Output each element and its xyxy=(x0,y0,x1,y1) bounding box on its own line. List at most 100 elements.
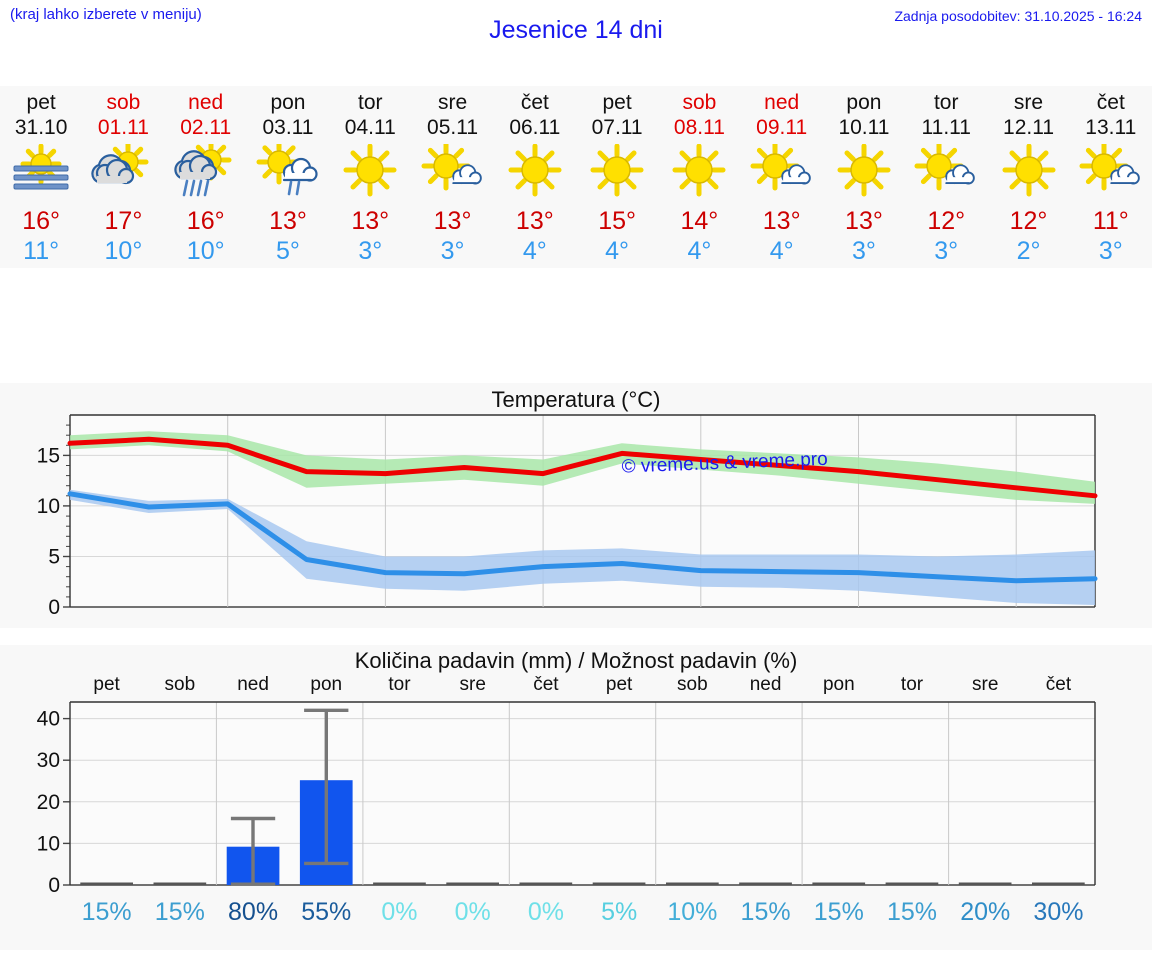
day-date: 10.11 xyxy=(838,116,890,139)
day-temp-max: 13° xyxy=(351,207,390,235)
day-name: pet xyxy=(26,91,56,114)
day-column[interactable]: pon 10.11 13° 3° xyxy=(823,86,905,268)
day-temp-min: 4° xyxy=(522,237,547,265)
precipitation-chart: 0 10 20 30 40 xyxy=(37,701,1096,897)
precip-probability-value: 0% xyxy=(527,898,564,926)
day-date: 13.11 xyxy=(1085,116,1137,139)
day-temp-max: 13° xyxy=(433,207,472,235)
precipitation-chart-title: Količina padavin (mm) / Možnost padavin … xyxy=(354,648,798,673)
day-column[interactable]: sre 12.11 12° 2° xyxy=(987,86,1069,268)
day-date: 11.11 xyxy=(921,116,971,139)
precip-day-label: čet xyxy=(1045,674,1072,695)
day-column[interactable]: čet 06.11 13° 4° xyxy=(494,86,576,268)
sun-icon xyxy=(666,144,732,200)
day-column[interactable]: sob 01.11 17° 10° xyxy=(82,86,164,268)
sun-icon xyxy=(996,144,1062,200)
day-temp-max: 13° xyxy=(269,207,307,235)
sun-smallcloud-icon xyxy=(749,144,815,200)
day-name: sre xyxy=(1013,91,1044,114)
day-date: 06.11 xyxy=(509,116,561,139)
day-temp-min: 4° xyxy=(769,237,794,265)
day-date: 12.11 xyxy=(1003,116,1055,139)
day-temp-min: 4° xyxy=(687,237,712,265)
precip-probability-value: 15% xyxy=(740,898,791,926)
day-temp-max: 16° xyxy=(22,207,61,235)
svg-text:20: 20 xyxy=(37,791,60,814)
day-temp-max: 16° xyxy=(186,207,225,235)
precip-day-label: pet xyxy=(93,674,120,695)
svg-text:0: 0 xyxy=(48,874,60,897)
day-temp-max: 13° xyxy=(762,207,801,235)
precip-day-label: tor xyxy=(388,674,411,695)
day-column[interactable]: sre 05.11 13° 3° xyxy=(411,86,493,268)
day-column[interactable]: pet 07.11 15° 4° xyxy=(576,86,658,268)
precip-day-label: sre xyxy=(972,674,999,695)
svg-text:0: 0 xyxy=(48,596,60,619)
day-name: pon xyxy=(270,91,306,114)
temperature-chart-panel: Temperatura (°C) 0 5 10 15 © vreme.us & vrem… xyxy=(0,383,1152,628)
day-name: ned xyxy=(764,91,800,114)
page-title: Jesenice 14 dni xyxy=(489,16,663,44)
precip-probability-value: 15% xyxy=(154,898,205,926)
daily-forecast-strip: pet 31.10 16° 11° sob 01.11 17° 10° ned 02.11 16… xyxy=(0,86,1152,268)
precip-probability-value: 0% xyxy=(381,898,418,926)
day-name: čet xyxy=(520,91,549,114)
svg-text:40: 40 xyxy=(37,708,60,731)
precip-day-label: ned xyxy=(237,674,269,695)
day-temp-min: 4° xyxy=(605,237,630,265)
sun-icon xyxy=(584,144,650,200)
precip-day-label: pon xyxy=(310,674,343,695)
sun-icon xyxy=(831,144,897,200)
precip-probability-value: 80% xyxy=(228,898,279,926)
day-column[interactable]: čet 13.11 11° 3° xyxy=(1070,86,1152,268)
day-column[interactable]: tor 04.11 13° 3° xyxy=(329,86,411,268)
day-name: pon xyxy=(846,91,882,114)
precip-day-label: sre xyxy=(459,674,486,695)
precipitation-day-labels: pet sob ned pon tor sre čet pet sob ned pon tor sre č… xyxy=(70,674,1095,696)
svg-text:30: 30 xyxy=(37,749,60,772)
day-temp-min: 3° xyxy=(440,237,465,265)
day-temp-max: 13° xyxy=(515,207,554,235)
day-temp-max: 14° xyxy=(680,207,719,235)
day-name: pet xyxy=(602,91,632,114)
day-name: tor xyxy=(933,91,959,114)
day-name: tor xyxy=(358,91,383,114)
day-column[interactable]: tor 11.11 12° 3° xyxy=(905,86,987,268)
sun-fog-icon xyxy=(8,144,74,200)
day-temp-max: 13° xyxy=(845,207,883,235)
day-name: čet xyxy=(1096,91,1125,114)
sun-cloud-rain-icon xyxy=(173,144,239,200)
day-date: 03.11 xyxy=(262,116,314,139)
precip-day-label: pet xyxy=(605,674,633,695)
day-column[interactable]: pon 03.11 13° 5° xyxy=(247,86,329,268)
last-updated-text: Zadnja posodobitev: 31.10.2025 - 16:24 xyxy=(894,8,1142,24)
svg-text:5: 5 xyxy=(48,546,60,569)
day-column[interactable]: ned 09.11 13° 4° xyxy=(741,86,823,268)
day-name: sre xyxy=(437,91,468,114)
day-name: ned xyxy=(188,91,224,114)
day-temp-max: 11° xyxy=(1092,207,1129,235)
precip-day-label: čet xyxy=(533,674,559,695)
day-temp-min: 3° xyxy=(934,237,959,265)
precip-probability-value: 15% xyxy=(81,898,132,926)
day-temp-min: 2° xyxy=(1016,237,1041,265)
day-date: 09.11 xyxy=(756,116,808,139)
precip-probability-value: 15% xyxy=(813,898,864,926)
svg-text:10: 10 xyxy=(37,495,60,518)
precipitation-chart-panel: Količina padavin (mm) / Možnost padavin … xyxy=(0,645,1152,950)
day-temp-min: 3° xyxy=(358,237,383,265)
day-date: 05.11 xyxy=(427,116,479,139)
precip-probability-value: 5% xyxy=(601,898,638,926)
day-column[interactable]: sob 08.11 14° 4° xyxy=(658,86,740,268)
day-column[interactable]: ned 02.11 16° 10° xyxy=(165,86,247,268)
day-temp-min: 10° xyxy=(104,237,143,265)
sun-smallcloud-icon xyxy=(1078,144,1144,200)
day-temp-min: 3° xyxy=(852,237,876,265)
day-column[interactable]: pet 31.10 16° 11° xyxy=(0,86,82,268)
day-name: sob xyxy=(106,91,141,114)
day-temp-min: 5° xyxy=(276,237,300,265)
temperature-chart-title: Temperatura (°C) xyxy=(491,387,661,412)
day-temp-max: 15° xyxy=(598,207,637,235)
day-temp-min: 11° xyxy=(23,237,60,265)
